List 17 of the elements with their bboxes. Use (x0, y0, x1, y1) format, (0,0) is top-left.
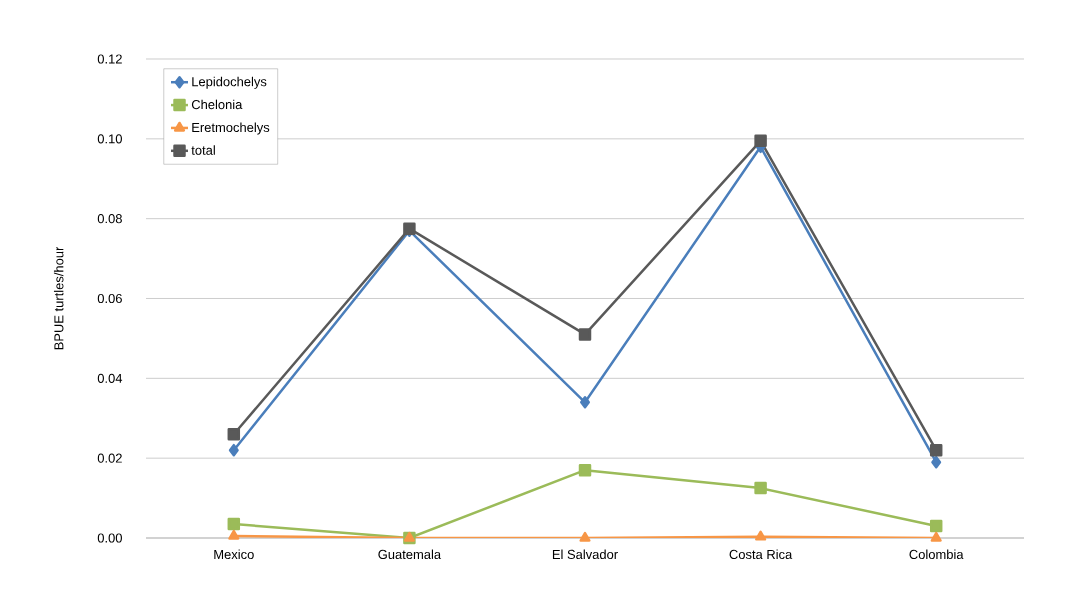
x-tick-label: Colombia (909, 549, 964, 560)
y-tick-label: 0.12 (97, 54, 122, 64)
legend-label: Eretmochelys (192, 122, 270, 135)
y-tick-label: 0.08 (97, 214, 122, 224)
y-axis-title: BPUE turtles/hour (53, 246, 64, 350)
y-tick-label: 0.06 (97, 293, 122, 304)
y-tick-label: 0.02 (97, 453, 122, 463)
y-tick-label: 0.10 (97, 134, 122, 144)
x-tick-label: Costa Rica (729, 549, 793, 560)
x-tick-label: Mexico (214, 549, 254, 560)
x-tick-label: Guatemala (378, 549, 442, 560)
legend-label: Lepidochelys (192, 76, 267, 89)
x-tick-label: El Salvador (552, 549, 618, 560)
legend-label: Chelonia (191, 99, 243, 110)
y-tick-label: 0.00 (97, 533, 122, 543)
legend-label: total (191, 145, 215, 155)
y-tick-label: 0.04 (97, 373, 123, 383)
